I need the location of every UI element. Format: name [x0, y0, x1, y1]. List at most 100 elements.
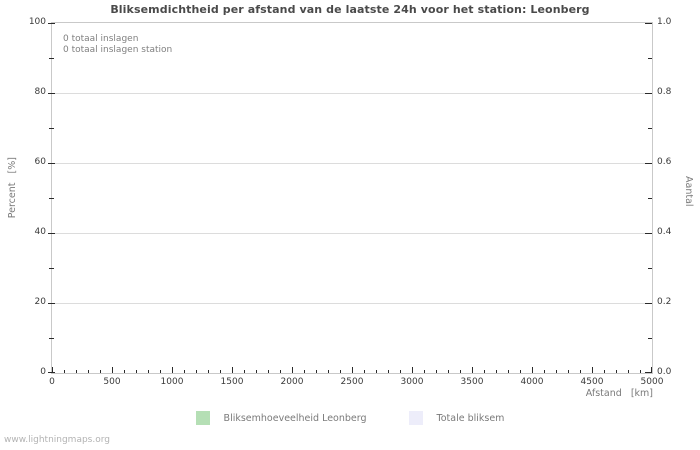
x-tick-label: 0: [49, 377, 55, 387]
y-tick-major-right: [645, 163, 652, 164]
x-tick-major: [292, 367, 293, 373]
x-tick-minor: [256, 370, 257, 373]
y-tick-label-left: 100: [28, 17, 46, 27]
x-tick-minor: [100, 370, 101, 373]
y-tick-minor-right: [648, 128, 652, 129]
y-tick-minor-left: [49, 338, 54, 339]
y-tick-major-left: [48, 163, 55, 164]
annotation-total-strikes-station: 0 totaal inslagen station: [63, 45, 173, 55]
x-tick-minor: [424, 370, 425, 373]
gridline: [52, 93, 652, 94]
x-tick-minor: [364, 370, 365, 373]
y-tick-label-left: 60: [34, 157, 46, 167]
gridline: [52, 303, 652, 304]
x-tick-label: 1000: [160, 377, 184, 387]
x-tick-minor: [196, 370, 197, 373]
x-tick-label: 4500: [580, 377, 604, 387]
x-tick-minor: [304, 370, 305, 373]
x-tick-minor: [148, 370, 149, 373]
y-axis-label-right: Aantal: [683, 176, 694, 207]
y-tick-major-left: [48, 372, 55, 373]
y-tick-major-left: [48, 303, 55, 304]
x-tick-minor: [496, 370, 497, 373]
y-tick-minor-right: [648, 58, 652, 59]
y-tick-minor-right: [648, 338, 652, 339]
x-tick-minor: [604, 370, 605, 373]
x-tick-label: 3000: [400, 377, 424, 387]
x-tick-major: [651, 367, 652, 373]
x-tick-minor: [568, 370, 569, 373]
y-tick-label-right: 0.2: [657, 297, 672, 307]
y-tick-minor-right: [648, 268, 652, 269]
x-tick-minor: [544, 370, 545, 373]
legend-item: Totale bliksem: [408, 411, 505, 425]
x-tick-minor: [280, 370, 281, 373]
legend-swatch: [195, 411, 210, 425]
y-tick-minor-left: [49, 198, 54, 199]
x-tick-major: [352, 367, 353, 373]
y-tick-major-left: [48, 93, 55, 94]
x-tick-minor: [640, 370, 641, 373]
legend: Bliksemhoeveelheid Leonberg Totale blikse…: [0, 408, 700, 428]
x-tick-label: 2500: [340, 377, 364, 387]
legend-swatch: [408, 411, 423, 425]
annotation-total-strikes: 0 totaal inslagen: [63, 34, 139, 44]
x-tick-minor: [220, 370, 221, 373]
x-tick-minor: [508, 370, 509, 373]
y-tick-major-right: [645, 303, 652, 304]
x-tick-minor: [64, 370, 65, 373]
x-tick-minor: [448, 370, 449, 373]
x-tick-minor: [160, 370, 161, 373]
x-tick-minor: [484, 370, 485, 373]
y-tick-label-left: 40: [34, 227, 46, 237]
y-tick-minor-left: [49, 128, 54, 129]
x-tick-minor: [460, 370, 461, 373]
y-tick-major-left: [48, 23, 55, 24]
y-tick-minor-left: [49, 268, 54, 269]
y-tick-label-right: 0.0: [657, 367, 672, 377]
x-tick-major: [172, 367, 173, 373]
x-tick-minor: [124, 370, 125, 373]
x-tick-minor: [136, 370, 137, 373]
y-tick-major-right: [645, 23, 652, 24]
x-tick-minor: [376, 370, 377, 373]
x-tick-label: 5000: [640, 377, 664, 387]
x-tick-minor: [328, 370, 329, 373]
watermark: www.lightningmaps.org: [4, 435, 110, 445]
y-tick-label-right: 0.8: [657, 87, 672, 97]
x-tick-minor: [316, 370, 317, 373]
x-tick-minor: [244, 370, 245, 373]
x-tick-label: 1500: [220, 377, 244, 387]
annotation-block: 0 totaal inslagen 0 totaal inslagen stat…: [63, 34, 172, 56]
y-tick-major-right: [645, 93, 652, 94]
x-tick-minor: [436, 370, 437, 373]
x-tick-minor: [184, 370, 185, 373]
y-tick-label-left: 20: [34, 297, 46, 307]
x-tick-major: [532, 367, 533, 373]
y-tick-label-right: 0.6: [657, 157, 672, 167]
x-tick-minor: [400, 370, 401, 373]
x-tick-minor: [556, 370, 557, 373]
x-tick-major: [592, 367, 593, 373]
y-tick-major-left: [48, 233, 55, 234]
x-tick-minor: [76, 370, 77, 373]
x-tick-minor: [340, 370, 341, 373]
gridline: [52, 233, 652, 234]
legend-item: Bliksemhoeveelheid Leonberg: [195, 411, 367, 425]
x-tick-minor: [268, 370, 269, 373]
x-tick-minor: [388, 370, 389, 373]
y-tick-major-right: [645, 372, 652, 373]
x-tick-label: 3500: [460, 377, 484, 387]
x-tick-minor: [88, 370, 89, 373]
gridline: [52, 163, 652, 164]
y-tick-label-left: 0: [40, 367, 46, 377]
legend-label: Totale bliksem: [436, 412, 505, 424]
x-tick-minor: [616, 370, 617, 373]
y-tick-major-right: [645, 233, 652, 234]
y-tick-label-left: 80: [34, 87, 46, 97]
legend-label: Bliksemhoeveelheid Leonberg: [223, 412, 367, 424]
x-tick-major: [232, 367, 233, 373]
y-tick-label-right: 0.4: [657, 227, 672, 237]
x-tick-minor: [520, 370, 521, 373]
